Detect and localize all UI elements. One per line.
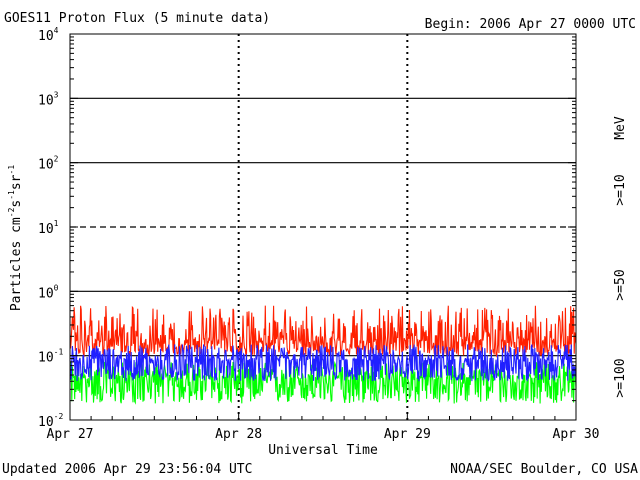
- unit-label: MeV: [613, 116, 628, 140]
- y-axis-label: Particles cm-2s-1sr-1: [7, 165, 24, 312]
- series-line-ge50: [69, 344, 577, 383]
- series-group: [69, 305, 577, 405]
- x-tick-label: Apr 27: [47, 427, 94, 442]
- series-line-ge10: [69, 305, 577, 358]
- y-tick-label: 104: [38, 26, 59, 44]
- grid-lines: [70, 34, 576, 420]
- legend-label-ge10: >=10: [613, 174, 628, 205]
- y-tick-label: 10-2: [38, 412, 63, 430]
- y-ticks: 104 103 102 101 100 10-1 10-2: [38, 26, 576, 430]
- x-ticks: Apr 27 Apr 28 Apr 29 Apr 30: [47, 412, 600, 442]
- legend-label-ge100: >=100: [613, 358, 628, 397]
- begin-date: Begin: 2006 Apr 27 0000 UTC: [425, 17, 636, 32]
- source-credit: NOAA/SEC Boulder, CO USA: [450, 462, 638, 477]
- y-tick-label: 10-1: [38, 348, 63, 366]
- chart-title: GOES11 Proton Flux (5 minute data): [4, 11, 270, 26]
- y-tick-label: 101: [38, 219, 59, 237]
- x-tick-label: Apr 28: [215, 427, 262, 442]
- y-tick-label: 102: [38, 155, 59, 173]
- x-axis-label: Universal Time: [268, 443, 378, 458]
- y-tick-label: 103: [38, 90, 59, 108]
- updated-timestamp: Updated 2006 Apr 29 23:56:04 UTC: [2, 462, 252, 477]
- x-tick-label: Apr 29: [384, 427, 431, 442]
- y-tick-label: 100: [38, 283, 59, 301]
- legend-label-ge50: >=50: [613, 269, 628, 300]
- x-tick-label: Apr 30: [553, 427, 600, 442]
